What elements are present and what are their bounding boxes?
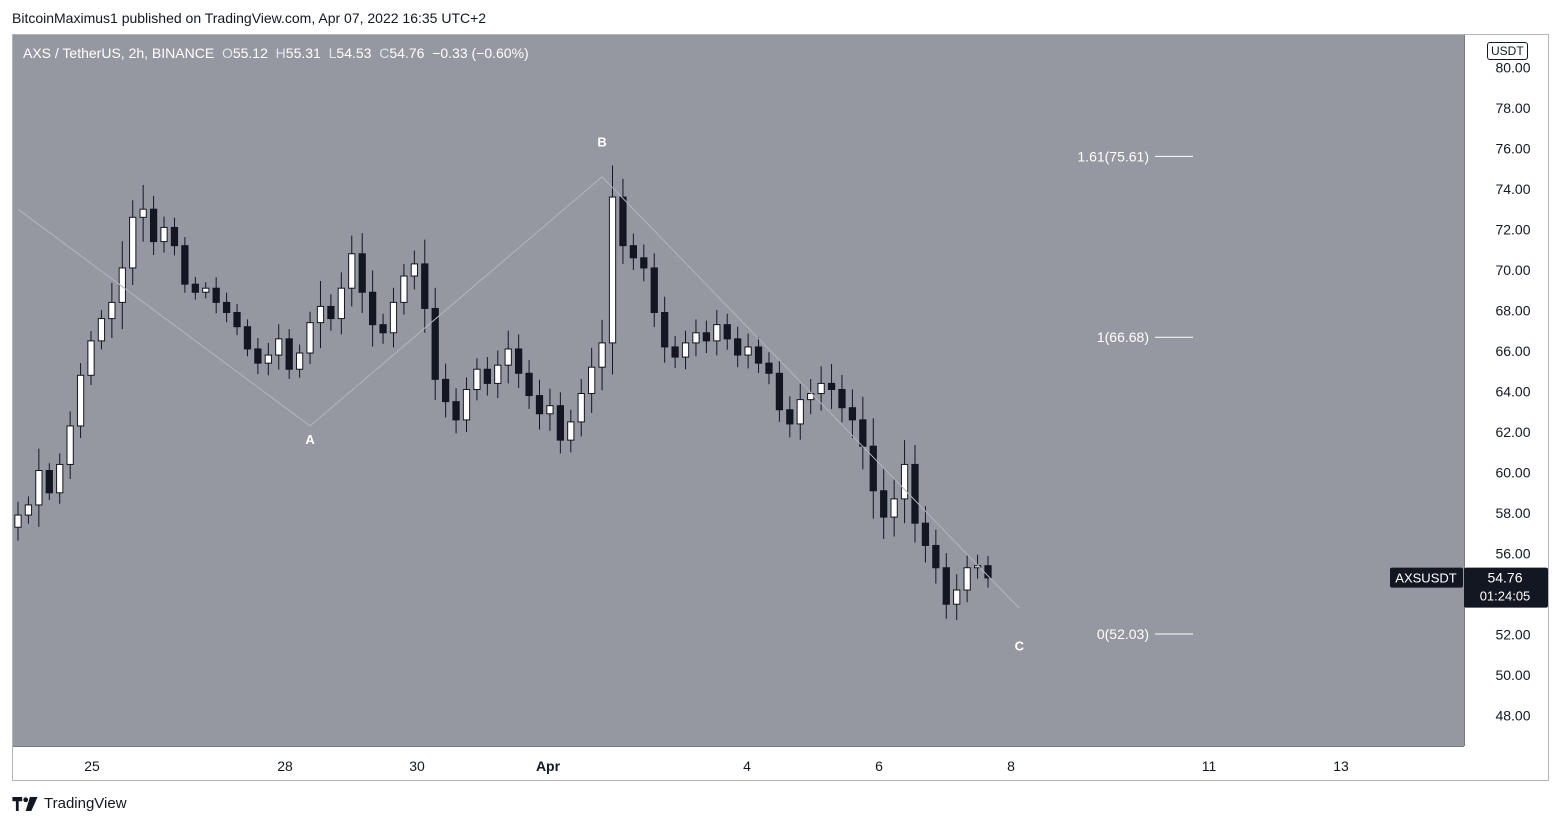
time-axis[interactable] (13, 746, 1464, 780)
low-value: 54.53 (336, 45, 372, 61)
open-label: O (221, 45, 233, 61)
high-label: H (275, 45, 286, 61)
tradingview-logo-icon (12, 796, 38, 811)
change-value: −0.33 (−0.60%) (432, 45, 529, 61)
low-label: L (328, 45, 337, 61)
open-value: 55.12 (232, 45, 268, 61)
currency-button[interactable]: USDT (1487, 42, 1528, 60)
close-value: 54.76 (389, 45, 425, 61)
price-axis[interactable] (1464, 35, 1548, 746)
footer-brand: TradingView (12, 795, 127, 812)
ohlc-legend: AXS / TetherUS, 2h, BINANCE O55.12 H55.3… (23, 45, 529, 61)
chart-pane[interactable] (13, 35, 1464, 746)
high-value: 55.31 (285, 45, 321, 61)
footer-brand-label: TradingView (44, 795, 127, 812)
close-label: C (379, 45, 390, 61)
symbol-label: AXS / TetherUS, 2h, BINANCE (23, 45, 215, 61)
publisher-header: BitcoinMaximus1 published on TradingView… (12, 10, 487, 26)
